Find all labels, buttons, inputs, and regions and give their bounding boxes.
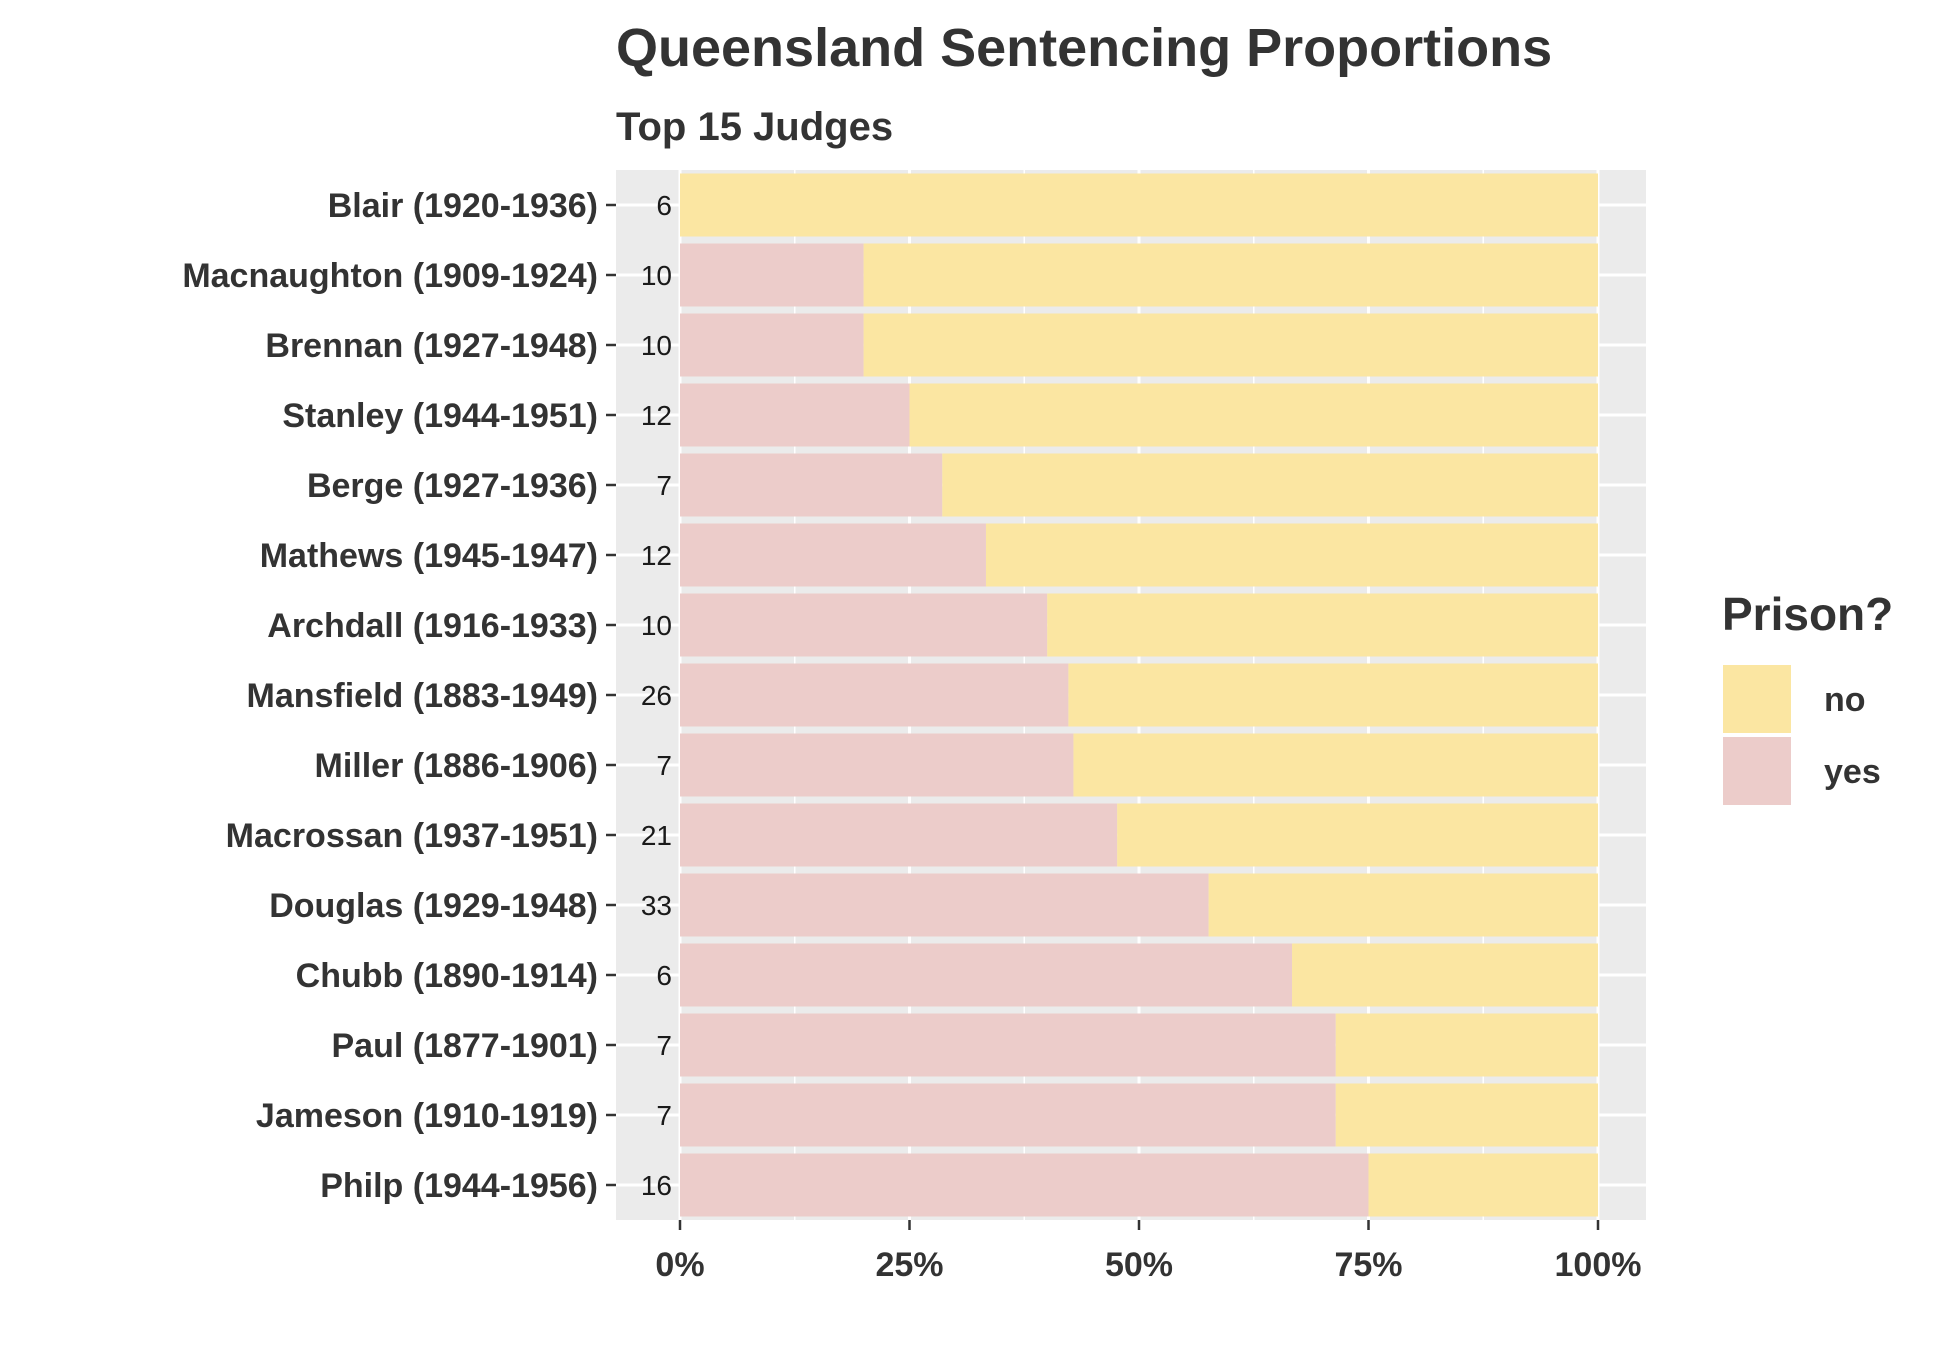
bar-no-4 [942,453,1598,517]
y-tick-label-3: Stanley (1944-1951) [282,397,598,435]
bar-yes-4 [680,453,943,517]
bar-no-1 [863,243,1598,307]
y-tick-label-14: Philp (1944-1956) [320,1167,598,1205]
bar-no-6 [1047,593,1598,657]
legend-key-yes [1721,735,1793,807]
count-label-8: 7 [656,750,672,781]
count-label-0: 6 [656,190,672,221]
count-label-11: 6 [656,960,672,991]
y-tick-label-9: Macrossan (1937-1951) [226,817,598,855]
x-axis: 0% 25% 50% 75% 100% [655,1220,1641,1284]
bar-yes-14 [680,1153,1369,1217]
count-label-2: 10 [641,330,672,361]
bar-yes-9 [680,803,1118,867]
y-tick-label-10: Douglas (1929-1948) [269,887,598,925]
count-label-6: 10 [641,610,672,641]
bar-no-13 [1335,1083,1598,1147]
x-tick-label-4: 100% [1555,1246,1642,1284]
y-axis: Blair (1920-1936) Macnaughton (1909-1924)… [182,187,616,1205]
bar-no-5 [985,523,1598,587]
legend: Prison? no yes [1721,588,1893,807]
x-tick-label-3: 75% [1334,1246,1402,1284]
y-tick-label-5: Mathews (1945-1947) [260,537,598,575]
bar-yes-3 [680,383,910,447]
chart-subtitle: Top 15 Judges [616,105,893,149]
chart-title: Queensland Sentencing Proportions [616,18,1552,78]
bar-yes-6 [680,593,1048,657]
bar-yes-7 [680,663,1069,727]
x-tick-label-0: 0% [655,1246,704,1284]
y-tick-label-4: Berge (1927-1936) [307,467,598,505]
legend-title: Prison? [1722,588,1893,640]
y-tick-label-2: Brennan (1927-1948) [265,327,598,365]
bar-no-10 [1208,873,1598,937]
bar-no-9 [1117,803,1598,867]
bar-no-8 [1073,733,1598,797]
bar-yes-12 [680,1013,1336,1077]
bar-yes-10 [680,873,1209,937]
bar-yes-2 [680,313,864,377]
y-tick-label-11: Chubb (1890-1914) [296,957,598,995]
y-tick-label-1: Macnaughton (1909-1924) [182,257,598,295]
x-tick-label-1: 25% [875,1246,943,1284]
legend-label-no: no [1824,681,1866,719]
bar-yes-13 [680,1083,1336,1147]
count-label-10: 33 [641,890,672,921]
count-label-1: 10 [641,260,672,291]
bar-no-12 [1335,1013,1598,1077]
count-label-14: 16 [641,1170,672,1201]
y-tick-label-12: Paul (1877-1901) [332,1027,599,1065]
bar-no-14 [1368,1153,1598,1217]
count-label-3: 12 [641,400,672,431]
y-tick-label-8: Miller (1886-1906) [315,747,599,785]
count-label-9: 21 [641,820,672,851]
count-label-12: 7 [656,1030,672,1061]
count-label-4: 7 [656,470,672,501]
count-label-13: 7 [656,1100,672,1131]
bar-no-11 [1292,943,1598,1007]
x-tick-label-2: 50% [1105,1246,1173,1284]
y-tick-label-6: Archdall (1916-1933) [267,607,598,645]
y-tick-label-0: Blair (1920-1936) [328,187,598,225]
legend-key-no [1721,663,1793,735]
count-label-7: 26 [641,680,672,711]
bar-yes-11 [680,943,1293,1007]
bar-yes-5 [680,523,986,587]
legend-label-yes: yes [1824,753,1881,791]
y-tick-label-7: Mansfield (1883-1949) [247,677,599,715]
bar-no-0 [680,173,1598,237]
y-tick-label-13: Jameson (1910-1919) [256,1097,598,1135]
count-label-5: 12 [641,540,672,571]
bar-yes-1 [680,243,864,307]
count-labels: 6 10 10 12 7 12 10 26 7 21 33 6 7 7 16 [641,190,672,1201]
bars [680,173,1598,1217]
bar-no-3 [909,383,1598,447]
bar-no-2 [863,313,1598,377]
bar-yes-8 [680,733,1074,797]
bar-no-7 [1068,663,1598,727]
